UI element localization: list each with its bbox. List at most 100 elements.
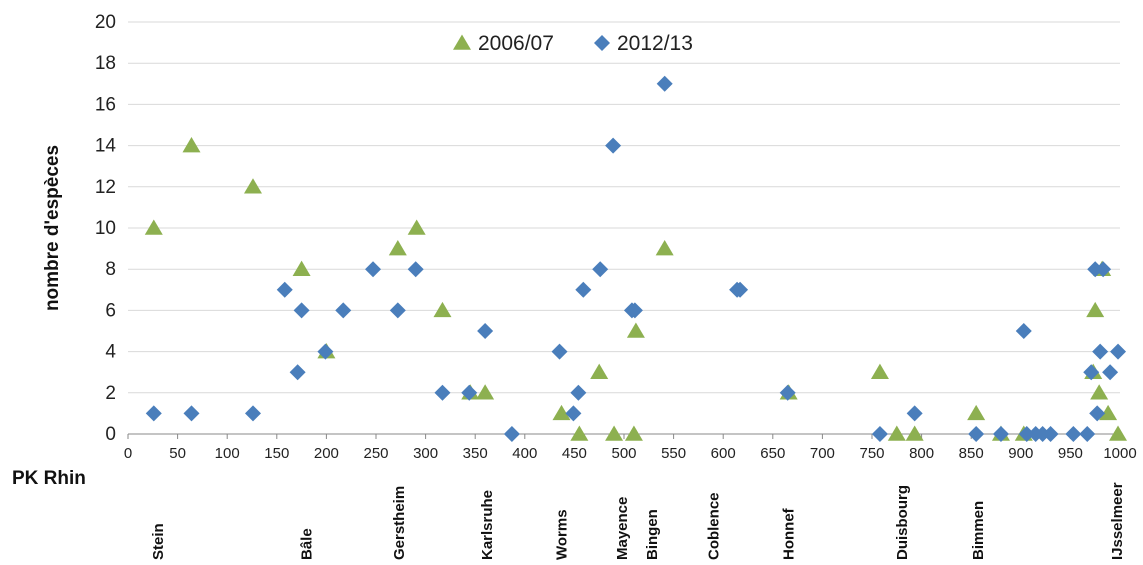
point-2006-07 xyxy=(967,404,986,421)
point-2012-13 xyxy=(1083,364,1100,381)
x-tick-label: 750 xyxy=(859,445,884,462)
point-2012-13 xyxy=(503,426,520,442)
point-2006-07 xyxy=(552,404,571,421)
x-tick-label: 0 xyxy=(124,445,132,462)
point-2006-07 xyxy=(388,240,407,256)
x-axis-title: PK Rhin xyxy=(12,468,86,489)
point-2006-07 xyxy=(433,301,452,318)
x-tick-label: 300 xyxy=(413,445,438,462)
point-2012-13 xyxy=(145,405,162,422)
point-2012-13 xyxy=(592,261,609,278)
place-label: Honnef xyxy=(781,507,798,560)
point-2012-13 xyxy=(570,384,587,401)
place-label: Worms xyxy=(554,509,571,560)
point-2012-13 xyxy=(1079,426,1096,442)
point-2006-07 xyxy=(590,363,609,379)
point-2012-13 xyxy=(779,384,796,401)
y-tick-label: 0 xyxy=(105,424,116,445)
y-tick-label: 14 xyxy=(95,136,117,157)
point-2006-07 xyxy=(626,322,645,338)
y-tick-label: 6 xyxy=(105,300,116,321)
legend-label-2006-07: 2006/07 xyxy=(478,32,554,55)
point-2006-07 xyxy=(887,425,906,441)
point-2006-07 xyxy=(1090,384,1109,400)
x-tick-label: 900 xyxy=(1008,445,1033,462)
x-tick-label: 50 xyxy=(169,445,186,462)
point-2012-13 xyxy=(906,405,923,422)
y-tick-label: 16 xyxy=(95,94,116,115)
place-labels: Stein Bâle Gerstheim Karlsruhe Worms Mayence B… xyxy=(150,482,1126,560)
x-tick-label: 700 xyxy=(810,445,835,462)
point-2006-07 xyxy=(144,219,163,235)
point-2012-13 xyxy=(871,426,888,442)
place-label: Bingen xyxy=(644,509,661,560)
point-2012-13 xyxy=(1102,364,1119,381)
y-tick-label: 18 xyxy=(95,53,116,74)
x-tick-label: 500 xyxy=(611,445,636,462)
point-2006-07 xyxy=(292,260,311,276)
point-2012-13 xyxy=(551,343,568,360)
point-2012-13 xyxy=(407,261,424,278)
point-2012-13 xyxy=(656,75,673,92)
legend: 2006/07 2012/13 xyxy=(453,32,693,55)
gridlines xyxy=(128,21,1120,394)
x-tick-label: 150 xyxy=(264,445,289,462)
y-tick-label: 8 xyxy=(105,259,116,280)
place-label: Bimmen xyxy=(970,501,987,560)
point-2012-13 xyxy=(365,261,382,278)
point-2012-13 xyxy=(626,302,643,319)
point-2012-13 xyxy=(477,323,494,339)
x-tick-label: 950 xyxy=(1058,445,1083,462)
point-2012-13 xyxy=(461,384,478,401)
point-2012-13 xyxy=(317,343,334,360)
point-2012-13 xyxy=(434,384,451,401)
point-2012-13 xyxy=(565,405,582,422)
y-tick-label: 12 xyxy=(95,177,116,198)
point-2006-07 xyxy=(624,425,643,441)
point-2006-07 xyxy=(407,219,426,235)
point-2006-07 xyxy=(570,425,589,441)
point-2012-13 xyxy=(289,364,306,381)
place-label: Mayence xyxy=(614,497,631,560)
x-tick-label: 1000 xyxy=(1103,445,1136,462)
place-label: Coblence xyxy=(705,492,722,560)
point-2012-13 xyxy=(992,426,1009,442)
point-2012-13 xyxy=(1018,426,1035,442)
x-tick-label: 850 xyxy=(959,445,984,462)
legend-marker-2006-07 xyxy=(453,34,471,50)
place-label: Duisbourg xyxy=(894,485,911,560)
y-tick-label: 2 xyxy=(105,383,116,404)
y-tick-label: 20 xyxy=(95,12,116,33)
x-tick-label: 400 xyxy=(512,445,537,462)
y-tick-label: 4 xyxy=(105,342,116,363)
x-tick-label: 550 xyxy=(661,445,686,462)
point-2006-07 xyxy=(1086,301,1105,318)
point-2012-13 xyxy=(575,281,592,298)
point-2006-07 xyxy=(905,425,924,441)
x-tick-label: 350 xyxy=(463,445,488,462)
place-label: Gerstheim xyxy=(391,486,408,560)
point-2012-13 xyxy=(605,137,622,154)
data-points xyxy=(144,75,1128,442)
point-2012-13 xyxy=(1065,426,1082,442)
x-tick-label: 100 xyxy=(215,445,240,462)
point-2006-07 xyxy=(1099,404,1118,421)
x-tick-label: 600 xyxy=(711,445,736,462)
y-axis-ticks: 0 2 4 6 8 10 12 14 16 18 20 xyxy=(95,12,117,445)
point-2012-13 xyxy=(1015,323,1032,339)
point-2012-13 xyxy=(293,302,310,319)
point-2012-13 xyxy=(335,302,352,319)
point-2006-07 xyxy=(182,137,201,153)
point-2006-07 xyxy=(243,178,262,194)
point-2012-13 xyxy=(276,281,293,298)
point-2012-13 xyxy=(244,405,261,422)
point-2012-13 xyxy=(1089,405,1106,422)
legend-label-2012-13: 2012/13 xyxy=(617,32,693,55)
x-tick-label: 650 xyxy=(760,445,785,462)
y-axis-title: nombre d'espèces xyxy=(42,145,63,311)
point-2012-13 xyxy=(968,426,985,442)
point-2006-07 xyxy=(476,384,495,400)
x-axis-ticks: 0 50 100 150 200 250 300 350 400 450 500 550 600 650 7… xyxy=(124,434,1137,462)
place-label: Karlsruhe xyxy=(479,490,496,560)
